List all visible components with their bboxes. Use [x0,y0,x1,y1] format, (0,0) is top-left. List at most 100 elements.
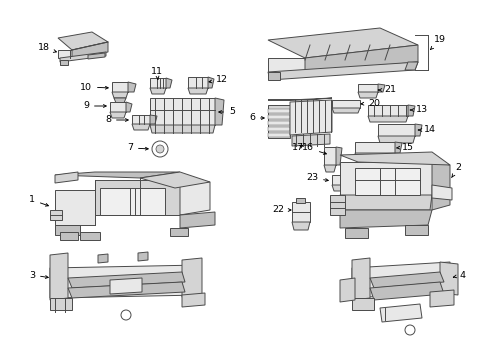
Text: 14: 14 [418,126,436,135]
Polygon shape [268,133,290,137]
Polygon shape [352,298,374,310]
Polygon shape [150,98,215,125]
Polygon shape [188,77,208,88]
Polygon shape [112,92,128,98]
Polygon shape [332,175,350,185]
Polygon shape [340,162,432,195]
Polygon shape [268,28,418,58]
Polygon shape [268,127,290,131]
Polygon shape [170,228,188,236]
Polygon shape [55,190,95,225]
Text: 16: 16 [302,144,326,154]
Polygon shape [370,282,444,300]
Polygon shape [58,32,108,50]
Polygon shape [432,185,452,200]
Polygon shape [112,82,128,92]
Polygon shape [358,84,378,92]
Polygon shape [114,98,126,103]
Text: 23: 23 [306,174,328,183]
Text: 4: 4 [453,270,465,279]
Polygon shape [60,232,78,240]
Polygon shape [378,84,385,92]
Polygon shape [415,124,422,136]
Polygon shape [55,172,78,183]
Polygon shape [126,102,132,112]
Polygon shape [128,82,136,92]
Polygon shape [182,293,205,307]
Polygon shape [150,88,166,94]
Polygon shape [405,62,418,70]
Polygon shape [58,50,72,58]
Polygon shape [95,180,180,215]
Polygon shape [268,105,290,138]
Polygon shape [350,175,356,185]
Polygon shape [50,265,200,298]
Polygon shape [332,108,360,113]
Polygon shape [182,258,202,297]
Polygon shape [292,134,330,146]
Polygon shape [408,105,415,116]
Polygon shape [345,228,368,238]
Text: 6: 6 [249,113,264,122]
Polygon shape [60,60,68,65]
Polygon shape [100,188,165,215]
Polygon shape [150,125,215,133]
Polygon shape [166,78,172,88]
Polygon shape [430,290,454,307]
Polygon shape [268,62,418,80]
Polygon shape [332,185,350,191]
Polygon shape [358,92,378,98]
Polygon shape [340,152,450,165]
Polygon shape [60,52,106,62]
Polygon shape [215,98,224,125]
Polygon shape [268,98,332,100]
Text: 3: 3 [29,270,48,279]
Polygon shape [336,147,342,165]
Polygon shape [378,136,415,143]
Polygon shape [352,258,370,300]
Polygon shape [50,298,72,310]
Text: 20: 20 [361,99,380,108]
Polygon shape [370,272,444,288]
Polygon shape [50,253,68,300]
Polygon shape [180,180,210,215]
Polygon shape [98,254,108,263]
Polygon shape [110,102,126,112]
Polygon shape [380,304,422,322]
Polygon shape [208,77,214,88]
Circle shape [156,145,164,153]
Polygon shape [268,115,290,119]
Text: 22: 22 [272,206,291,215]
Polygon shape [340,195,432,210]
Polygon shape [132,115,150,124]
Polygon shape [432,162,450,210]
Polygon shape [395,142,402,153]
Text: 18: 18 [38,44,56,53]
Polygon shape [340,210,432,228]
Polygon shape [88,53,105,59]
Polygon shape [368,105,408,116]
Polygon shape [296,198,305,203]
Polygon shape [355,153,395,159]
Text: 13: 13 [410,105,428,114]
Polygon shape [68,272,185,288]
Polygon shape [352,262,450,298]
Text: 19: 19 [431,36,446,49]
Polygon shape [368,116,408,122]
Polygon shape [138,252,148,261]
Polygon shape [132,124,150,130]
Polygon shape [55,225,80,235]
Text: 12: 12 [209,76,228,85]
Text: 7: 7 [127,144,148,153]
Polygon shape [324,165,336,172]
Polygon shape [140,172,210,188]
Polygon shape [292,202,310,222]
Polygon shape [340,278,355,302]
Polygon shape [188,88,208,94]
Polygon shape [405,225,428,235]
Text: 21: 21 [378,85,396,94]
Polygon shape [330,195,345,215]
Polygon shape [268,72,280,80]
Polygon shape [305,45,418,72]
Polygon shape [332,100,360,108]
